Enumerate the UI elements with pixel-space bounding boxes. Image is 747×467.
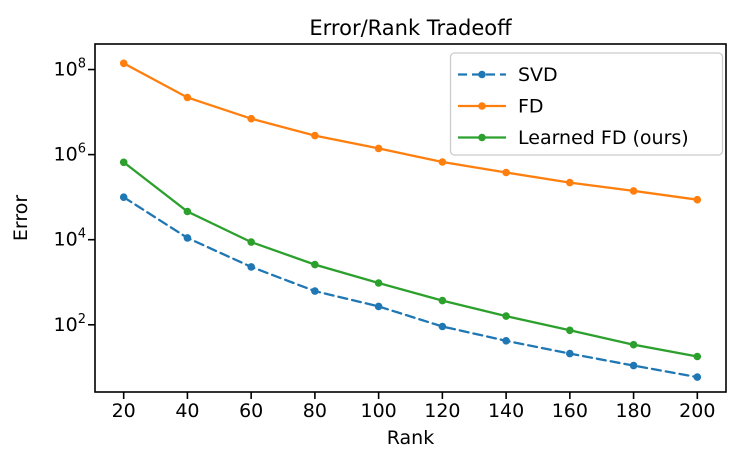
- x-tick-label: 40: [175, 400, 199, 422]
- data-point: [311, 260, 319, 269]
- legend-box: [449, 52, 724, 156]
- data-point: [374, 144, 383, 153]
- data-point: [502, 168, 510, 177]
- data-point: [183, 93, 192, 102]
- data-point: [502, 312, 510, 320]
- plot-border: [94, 43, 727, 393]
- data-point: [119, 158, 128, 167]
- legend-marker: [478, 102, 486, 110]
- series-line-svd: [122, 196, 699, 379]
- x-tick-label: 60: [239, 400, 263, 422]
- data-point: [374, 302, 383, 311]
- x-tick-label: 100: [360, 400, 396, 422]
- x-tick-label: 20: [112, 400, 136, 422]
- data-point: [374, 279, 383, 287]
- data-point: [566, 349, 574, 358]
- x-tick-label: 140: [488, 400, 524, 422]
- x-tick-label: 120: [424, 400, 460, 422]
- data-point: [566, 178, 574, 187]
- y-tick-label-10e4: 104: [54, 227, 86, 251]
- data-point: [629, 361, 638, 370]
- data-point: [438, 296, 447, 305]
- data-point: [247, 263, 255, 271]
- x-tick-label: 80: [303, 400, 327, 422]
- legend-label: SVD: [518, 64, 558, 86]
- x-tick-label: 200: [679, 400, 715, 422]
- data-point: [183, 234, 192, 242]
- data-point: [311, 131, 319, 140]
- data-point: [693, 352, 702, 361]
- x-axis-label: Rank: [387, 427, 434, 449]
- y-axis-label: Error: [10, 195, 32, 242]
- data-point: [566, 326, 574, 335]
- y-tick-label-10e8: 108: [54, 57, 86, 81]
- series-line-fd: [122, 62, 699, 201]
- data-point: [311, 287, 319, 295]
- legend-marker: [478, 70, 486, 79]
- data-point: [438, 322, 447, 331]
- y-tick-label-10e2: 102: [54, 312, 86, 336]
- data-point: [693, 195, 702, 204]
- data-point: [502, 337, 510, 345]
- data-point: [119, 59, 128, 68]
- data-point: [247, 238, 255, 246]
- chart-title: Error/Rank Tradeoff: [309, 16, 512, 40]
- legend-label: Learned FD (ours): [518, 127, 689, 149]
- y-tick-label-10e6: 106: [54, 142, 86, 166]
- legend-label: FD: [518, 96, 544, 118]
- data-point: [438, 158, 447, 166]
- x-tick-label: 160: [552, 400, 588, 422]
- data-point: [629, 187, 638, 195]
- data-point: [247, 114, 255, 123]
- legend-marker: [478, 133, 486, 142]
- data-point: [693, 373, 702, 381]
- data-point: [629, 340, 638, 349]
- x-tick-label: 180: [615, 400, 651, 422]
- data-point: [183, 207, 192, 216]
- series-line-learned-fd-ours: [122, 161, 699, 358]
- data-point: [119, 193, 128, 201]
